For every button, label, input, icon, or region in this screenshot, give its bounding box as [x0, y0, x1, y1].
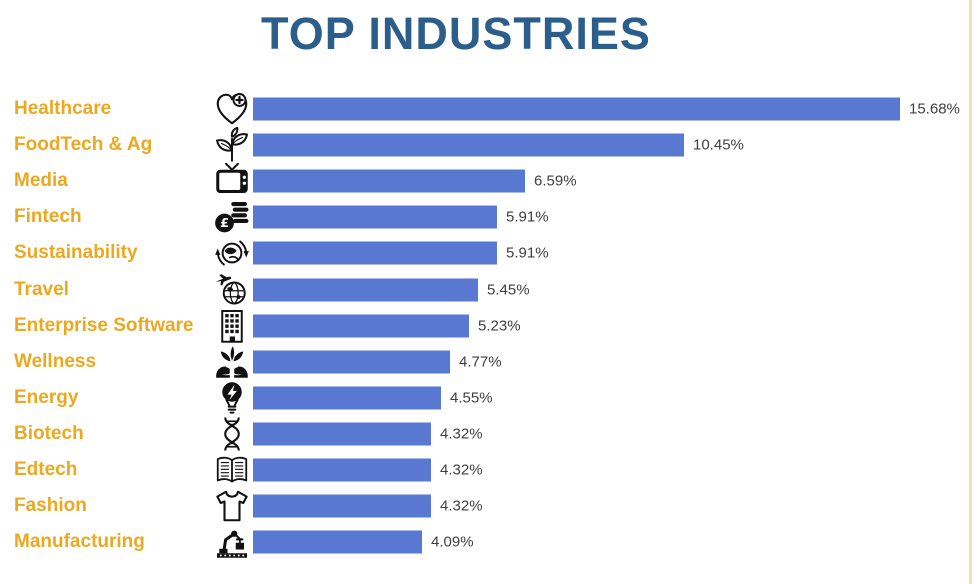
chart-row: Biotech 4.32%: [0, 416, 972, 452]
value-label: 4.32%: [440, 425, 483, 443]
value-label: 5.23%: [478, 317, 521, 335]
heart-medical-icon: [210, 89, 254, 129]
chart-row: FoodTech & Ag 10.45%: [0, 127, 972, 163]
bar-group: 4.09%: [253, 530, 474, 554]
value-label: 5.91%: [506, 244, 549, 262]
robot-arm-icon: [210, 522, 254, 562]
dna-icon: [210, 414, 254, 454]
bar-group: 4.77%: [253, 350, 502, 374]
bar-group: 4.32%: [253, 422, 483, 446]
chart-row: Fashion 4.32%: [0, 488, 972, 524]
value-label: 4.77%: [459, 353, 502, 371]
bar: [253, 97, 900, 121]
industry-label: Fintech: [14, 206, 82, 228]
value-label: 15.68%: [909, 100, 960, 118]
bar-group: 5.91%: [253, 241, 549, 265]
bar-group: 4.55%: [253, 386, 493, 410]
chart-row: Wellness 4.77%: [0, 344, 972, 380]
bar: [253, 350, 450, 374]
value-label: 10.45%: [693, 136, 744, 154]
svg-text:£: £: [220, 216, 229, 231]
globe-travel-icon: [210, 270, 254, 310]
industry-label: Edtech: [14, 458, 78, 480]
chart-row: Travel 5.45%: [0, 271, 972, 307]
industry-label: Media: [14, 170, 68, 192]
bar-group: 5.91%: [253, 205, 549, 229]
chart-row: Enterprise Software 5.23%: [0, 308, 972, 344]
value-label: 4.32%: [440, 461, 483, 479]
industry-label: Enterprise Software: [14, 314, 194, 336]
industry-label: Wellness: [14, 350, 97, 372]
chart-row: Healthcare 15.68%: [0, 91, 972, 127]
industry-label: Manufacturing: [14, 531, 145, 553]
bar: [253, 530, 422, 554]
hands-leaves-icon: [210, 342, 254, 382]
bar: [253, 494, 431, 518]
office-building-icon: [210, 306, 254, 346]
bar: [253, 278, 478, 302]
chart-row: Fintech £ 5.91%: [0, 199, 972, 235]
bar-group: 5.23%: [253, 314, 521, 338]
bar-group: 5.45%: [253, 278, 530, 302]
value-label: 6.59%: [534, 172, 577, 190]
industry-label: Biotech: [14, 422, 84, 444]
tv-icon: [210, 161, 254, 201]
industry-label: Fashion: [14, 495, 87, 517]
bar: [253, 458, 431, 482]
bar-group: 6.59%: [253, 169, 577, 193]
bar: [253, 169, 525, 193]
globe-recycle-icon: [210, 233, 254, 273]
bar: [253, 386, 441, 410]
bar: [253, 205, 497, 229]
value-label: 5.45%: [487, 281, 530, 299]
sprout-icon: [210, 125, 254, 165]
chart-row: Edtech 4.32%: [0, 452, 972, 488]
bar: [253, 314, 469, 338]
chart-title: TOP INDUSTRIES: [261, 8, 651, 59]
chart-row: Media 6.59%: [0, 163, 972, 199]
bar-group: 15.68%: [253, 97, 960, 121]
chart-row: Manufacturing 4.09%: [0, 524, 972, 560]
industry-label: Sustainability: [14, 242, 138, 264]
industry-label: FoodTech & Ag: [14, 134, 153, 156]
open-book-icon: [210, 450, 254, 490]
right-accent-strip: [969, 0, 972, 584]
value-label: 4.32%: [440, 497, 483, 515]
value-label: 5.91%: [506, 208, 549, 226]
value-label: 4.55%: [450, 389, 493, 407]
coins-pound-icon: £: [210, 197, 254, 237]
tshirt-icon: [210, 486, 254, 526]
industry-label: Energy: [14, 386, 79, 408]
lightbulb-energy-icon: [210, 378, 254, 418]
bar-group: 4.32%: [253, 494, 483, 518]
bar-chart: Healthcare 15.68% FoodTech & Ag 10.45% M…: [0, 91, 972, 560]
value-label: 4.09%: [431, 533, 474, 551]
bar-group: 10.45%: [253, 133, 744, 157]
bar: [253, 422, 431, 446]
chart-row: Energy 4.55%: [0, 380, 972, 416]
bar-group: 4.32%: [253, 458, 483, 482]
bar: [253, 133, 684, 157]
bar: [253, 241, 497, 265]
industry-label: Travel: [14, 278, 69, 300]
chart-row: Sustainability 5.91%: [0, 235, 972, 271]
industry-label: Healthcare: [14, 98, 112, 120]
